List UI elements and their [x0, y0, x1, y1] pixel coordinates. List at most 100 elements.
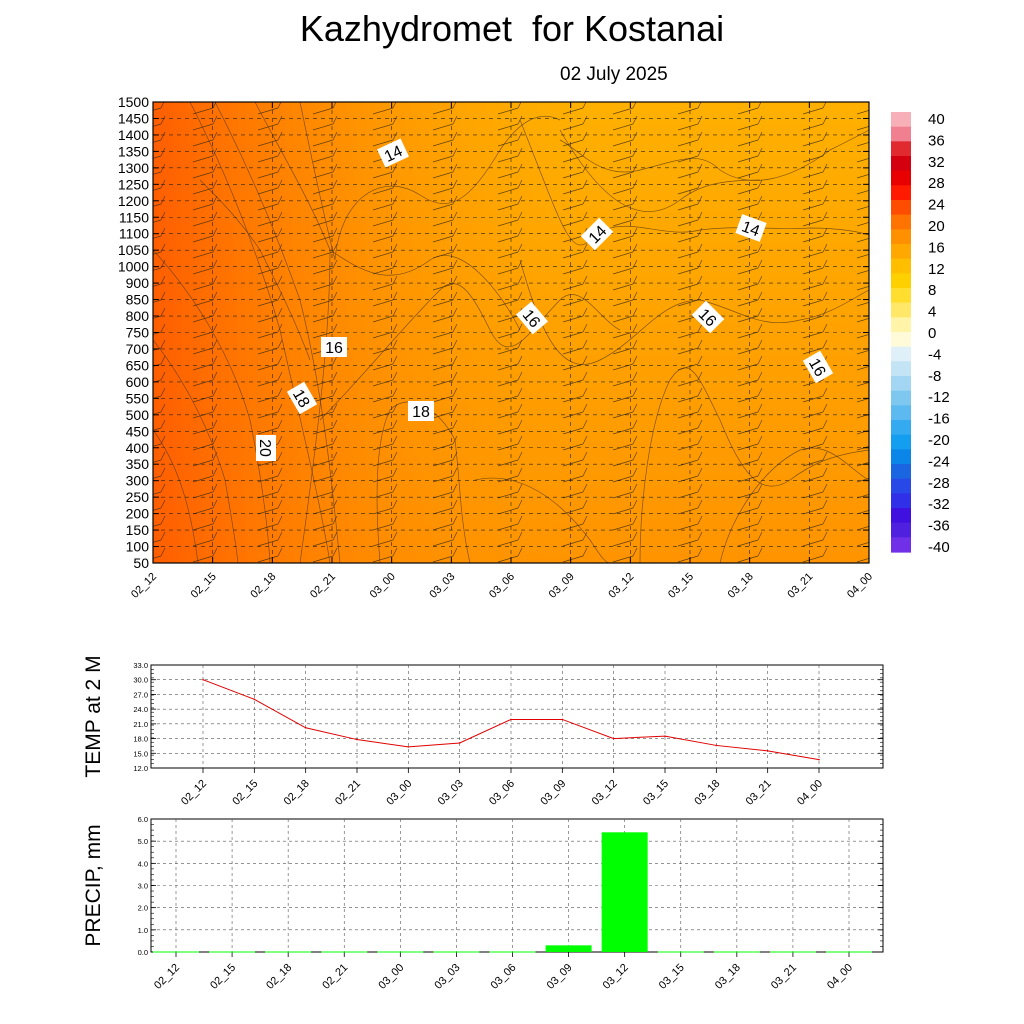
wind-barb-shaft: [432, 123, 454, 131]
wind-barb-shaft: [677, 539, 699, 547]
wind-barb-shaft: [856, 158, 869, 163]
wind-barb-shaft: [856, 382, 869, 387]
wind-barb: [737, 131, 763, 147]
temperature-point: [510, 718, 512, 721]
wind-barb-shaft: [372, 171, 394, 179]
wind-barb-shaft: [612, 539, 634, 547]
wind-barb-shaft: [192, 555, 214, 563]
wind-barb: [497, 499, 523, 515]
wind-barb: [856, 526, 869, 531]
wind-barb-shaft: [192, 283, 214, 291]
wind-barb: [497, 291, 523, 307]
x-tick-label: 02_21: [308, 571, 338, 601]
x-tick-label: 03_00: [376, 962, 406, 992]
wind-barb-flag: [212, 547, 218, 557]
wind-barb-shaft: [802, 555, 824, 563]
wind-barb-flag: [517, 227, 523, 237]
wind-barb-shaft: [432, 203, 454, 211]
wind-barb: [497, 387, 523, 403]
wind-barb: [312, 355, 338, 371]
wind-barb-shaft: [562, 475, 584, 483]
wind-barb-shaft: [312, 523, 334, 531]
wind-barb-flag: [332, 403, 338, 413]
wind-barb: [612, 102, 637, 115]
wind-barb-shaft: [192, 539, 214, 547]
wind-barb-flag: [822, 243, 828, 253]
wind-barb-flag: [332, 371, 338, 381]
wind-barb-shaft: [432, 187, 454, 195]
wind-barb-shaft: [312, 331, 334, 339]
wind-barb-flag: [582, 211, 588, 221]
wind-barb: [432, 259, 458, 275]
wind-barb: [257, 259, 283, 275]
wind-barb-shaft: [432, 155, 454, 163]
wind-barb: [192, 243, 218, 259]
wind-barb-shaft: [677, 523, 699, 531]
wind-barb-flag: [517, 115, 523, 125]
wind-barb-shaft: [737, 155, 759, 163]
wind-barb-shaft: [372, 347, 394, 355]
wind-barb: [612, 307, 638, 323]
wind-barb: [677, 131, 703, 147]
wind-barb-flag: [392, 435, 398, 445]
wind-barb-flag: [822, 211, 828, 221]
wind-barb-flag: [697, 403, 703, 413]
x-tick-label: 03_03: [436, 778, 466, 808]
wind-barb-flag: [160, 179, 166, 189]
wind-barb-shaft: [612, 363, 634, 371]
contour-line: [519, 119, 869, 246]
wind-barb-shaft: [856, 366, 869, 371]
wind-barb: [562, 483, 588, 499]
wind-barb: [497, 195, 523, 211]
wind-barb: [192, 355, 218, 371]
x-tick-label: 03_15: [657, 962, 687, 992]
wind-barb-flag: [332, 547, 338, 557]
temperature-point: [818, 758, 820, 761]
wind-barb-flag: [757, 211, 763, 221]
wind-barb-shaft: [153, 139, 162, 143]
wind-barb-flag: [877, 180, 881, 188]
wind-barb-shaft: [677, 219, 699, 227]
wind-barb: [802, 195, 828, 211]
wind-barb: [257, 323, 283, 339]
wind-barb: [312, 227, 338, 243]
wind-barb: [737, 243, 763, 259]
wind-barb-flag: [160, 419, 166, 429]
wind-barb-flag: [822, 115, 828, 125]
y-tick-label: 3.0: [138, 882, 148, 891]
wind-barb-shaft: [856, 542, 869, 547]
wind-barb-shaft: [257, 507, 279, 515]
contour-label-text: 18: [412, 404, 430, 421]
wind-barb: [192, 259, 218, 275]
wind-barb-flag: [392, 515, 398, 525]
contour-line: [559, 129, 869, 181]
wind-barb-flag: [757, 147, 763, 157]
colorbar-swatch: [891, 390, 911, 406]
colorbar-swatch: [891, 346, 911, 362]
wind-barb: [312, 131, 338, 147]
wind-barb-flag: [697, 195, 703, 205]
x-tick-label: 02_18: [248, 571, 278, 601]
wind-barb-shaft: [677, 283, 699, 291]
wind-barb-flag: [757, 259, 763, 269]
wind-barb-shaft: [257, 235, 279, 243]
wind-barb-shaft: [257, 171, 279, 179]
contour-label-bg: [408, 401, 434, 421]
x-tick-label: 03_00: [384, 778, 414, 808]
colorbar-label: 8: [928, 282, 936, 299]
wind-barb: [856, 382, 869, 387]
x-tick-label: 03_18: [726, 571, 756, 601]
wind-barb-shaft: [372, 283, 394, 291]
wind-barb-flag: [877, 404, 881, 412]
wind-barb-shaft: [372, 507, 394, 515]
wind-barb-shaft: [497, 379, 519, 387]
wind-barb: [612, 323, 638, 339]
wind-barb-flag: [697, 211, 703, 221]
precip-bar: [601, 832, 648, 952]
wind-barb: [562, 451, 588, 467]
wind-barb-flag: [277, 102, 282, 109]
wind-barb-flag: [160, 355, 166, 365]
wind-barb-flag: [877, 388, 881, 396]
wind-barb: [677, 227, 703, 243]
wind-barb: [312, 163, 338, 179]
